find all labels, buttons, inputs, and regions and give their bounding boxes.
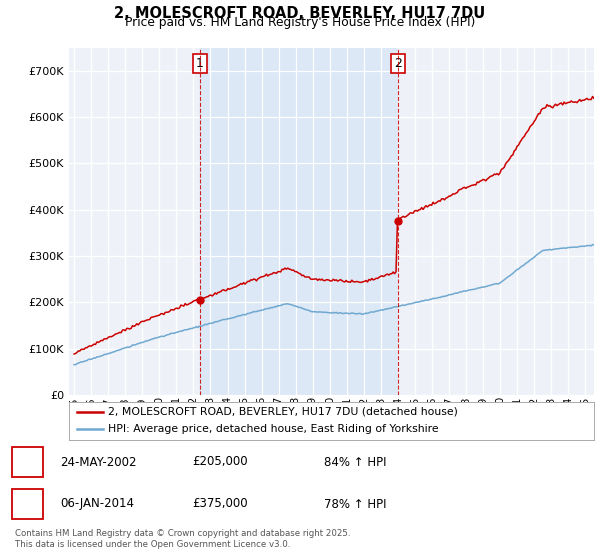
Text: 84% ↑ HPI: 84% ↑ HPI [324,455,386,469]
Text: Contains HM Land Registry data © Crown copyright and database right 2025.
This d: Contains HM Land Registry data © Crown c… [15,529,350,549]
Text: 1: 1 [23,455,32,469]
Text: 06-JAN-2014: 06-JAN-2014 [60,497,134,511]
Text: £375,000: £375,000 [192,497,248,511]
Text: Price paid vs. HM Land Registry's House Price Index (HPI): Price paid vs. HM Land Registry's House … [125,16,475,29]
Bar [200,48,398,395]
Text: 2, MOLESCROFT ROAD, BEVERLEY, HU17 7DU (detached house): 2, MOLESCROFT ROAD, BEVERLEY, HU17 7DU (… [109,407,458,417]
Text: 2: 2 [23,497,32,511]
Text: 24-MAY-2002: 24-MAY-2002 [60,455,137,469]
Text: 78% ↑ HPI: 78% ↑ HPI [324,497,386,511]
Text: HPI: Average price, detached house, East Riding of Yorkshire: HPI: Average price, detached house, East… [109,424,439,435]
Text: £205,000: £205,000 [192,455,248,469]
Text: 2, MOLESCROFT ROAD, BEVERLEY, HU17 7DU: 2, MOLESCROFT ROAD, BEVERLEY, HU17 7DU [115,6,485,21]
Text: 1: 1 [196,57,203,70]
Text: 2: 2 [394,57,402,70]
